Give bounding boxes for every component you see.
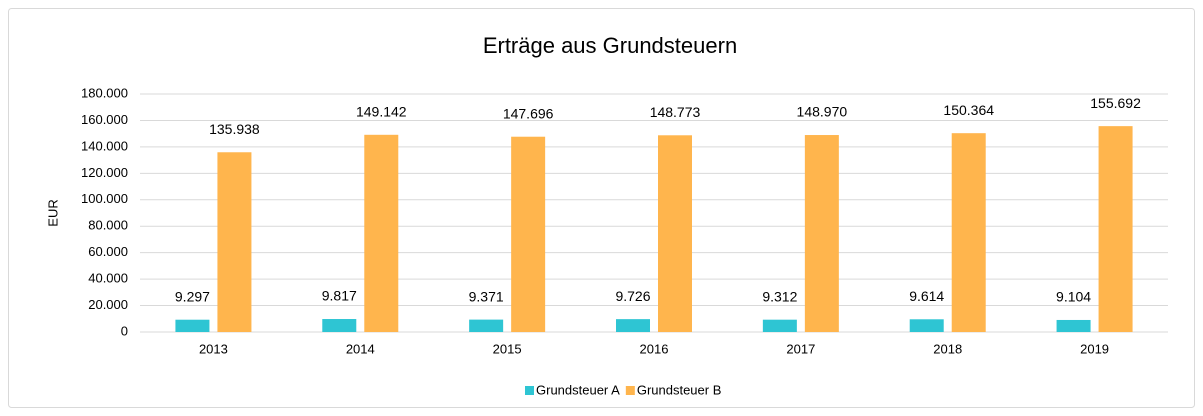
y-tick-label: 40.000 <box>88 271 128 286</box>
bar <box>511 136 546 332</box>
bar <box>364 134 399 332</box>
value-label: 150.364 <box>943 102 994 118</box>
x-tick-label: 2018 <box>933 341 962 356</box>
x-tick-label: 2015 <box>493 341 522 356</box>
bar <box>804 135 839 332</box>
bar <box>1098 126 1133 332</box>
x-tick-label: 2019 <box>1080 341 1109 356</box>
x-tick-label: 2013 <box>199 341 228 356</box>
chart-frame <box>8 8 1195 408</box>
bar <box>469 319 504 332</box>
value-label: 9.297 <box>175 288 210 304</box>
bar <box>762 319 797 332</box>
legend-swatch <box>625 386 635 395</box>
value-label: 148.773 <box>650 104 701 120</box>
chart-title: Erträge aus Grundsteuern <box>483 33 737 58</box>
y-tick-label: 100.000 <box>81 191 128 206</box>
bar <box>217 152 252 332</box>
y-tick-label: 160.000 <box>81 112 128 127</box>
x-tick-label: 2017 <box>786 341 815 356</box>
value-label: 9.371 <box>469 288 504 304</box>
value-label: 148.970 <box>797 104 848 120</box>
x-tick-label: 2014 <box>346 341 375 356</box>
legend-swatch <box>525 386 534 395</box>
value-label: 147.696 <box>503 105 554 121</box>
value-label: 135.938 <box>209 121 260 137</box>
y-tick-label: 0 <box>121 323 128 338</box>
bar <box>909 319 944 332</box>
y-tick-label: 180.000 <box>81 85 128 100</box>
bar <box>658 135 692 332</box>
y-tick-label: 20.000 <box>88 297 128 312</box>
value-label: 9.817 <box>322 288 357 304</box>
value-label: 9.726 <box>615 288 650 304</box>
value-label: 149.142 <box>356 104 407 120</box>
bar <box>175 319 210 332</box>
y-tick-label: 80.000 <box>88 218 128 233</box>
bar <box>1056 319 1091 332</box>
y-axis-label: EUR <box>45 199 60 226</box>
bar <box>322 319 357 332</box>
value-label: 9.104 <box>1056 289 1091 305</box>
value-label: 155.692 <box>1090 95 1141 111</box>
y-tick-label: 140.000 <box>81 138 128 153</box>
value-label: 9.312 <box>762 288 797 304</box>
value-label: 9.614 <box>909 288 944 304</box>
bar <box>616 319 650 332</box>
bar <box>951 133 986 332</box>
legend-label: Grundsteuer A <box>536 382 620 397</box>
x-tick-label: 2016 <box>640 341 669 356</box>
y-tick-label: 60.000 <box>88 244 128 259</box>
legend-label: Grundsteuer B <box>637 382 722 397</box>
y-tick-label: 120.000 <box>81 165 128 180</box>
